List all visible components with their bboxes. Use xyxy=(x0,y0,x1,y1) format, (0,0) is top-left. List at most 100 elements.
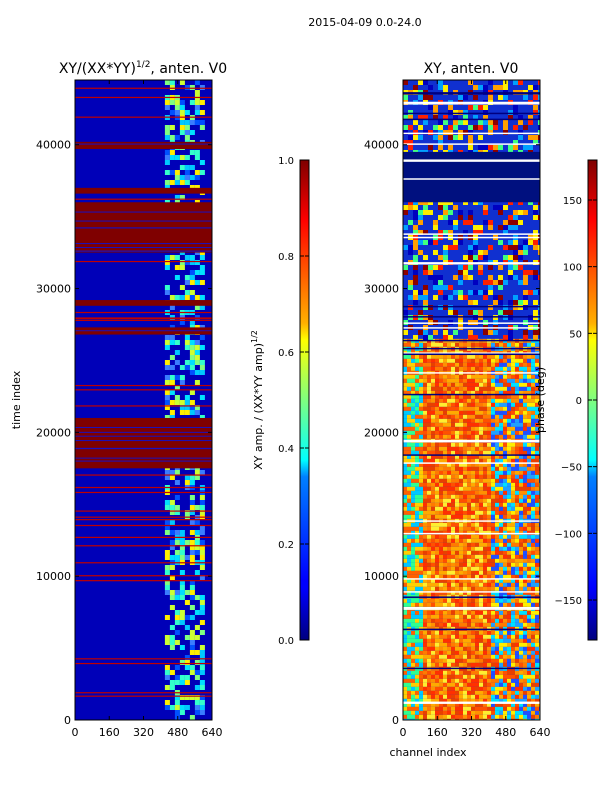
phase-cell xyxy=(453,225,458,230)
phase-cell xyxy=(531,550,535,555)
phase-cell xyxy=(495,474,499,479)
phase-cell xyxy=(523,95,528,100)
phase-cell xyxy=(439,714,443,719)
phase-cell xyxy=(455,670,459,675)
phase-cell xyxy=(455,682,459,687)
phase-cell xyxy=(471,550,475,555)
amp-cell xyxy=(169,530,175,535)
phase-cell xyxy=(531,610,535,615)
amp-cell xyxy=(199,545,205,550)
phase-cell xyxy=(443,698,447,703)
phase-cell xyxy=(403,554,407,559)
phase-cell xyxy=(407,642,411,647)
phase-cell xyxy=(423,210,428,215)
phase-cell xyxy=(415,578,419,583)
phase-cell xyxy=(531,506,535,511)
phase-cell xyxy=(475,410,479,415)
phase-cell xyxy=(455,582,459,587)
phase-cell xyxy=(498,300,503,305)
phase-cell xyxy=(487,682,491,687)
amp-cell xyxy=(199,655,205,660)
amp-saturated-band xyxy=(75,300,212,306)
phase-cell xyxy=(423,658,427,663)
amp-band-gap xyxy=(75,211,212,213)
phase-cell xyxy=(438,205,443,210)
phase-cell xyxy=(523,694,527,699)
amp-cell xyxy=(189,640,195,645)
phase-cell xyxy=(495,486,499,491)
phase-cell xyxy=(413,280,418,285)
phase-cell xyxy=(507,598,511,603)
phase-cell xyxy=(427,554,431,559)
amp-cell xyxy=(189,340,195,345)
phase-cell xyxy=(491,402,495,407)
phase-cell xyxy=(447,618,451,623)
phase-cell xyxy=(503,570,507,575)
phase-cell xyxy=(451,382,455,387)
phase-cell xyxy=(468,265,473,270)
phase-cell xyxy=(407,534,411,539)
phase-cell xyxy=(523,558,527,563)
phase-cell xyxy=(427,478,431,483)
phase-cell xyxy=(519,658,523,663)
phase-cell xyxy=(423,240,428,245)
phase-cell xyxy=(459,622,463,627)
phase-cell xyxy=(523,586,527,591)
phase-cell xyxy=(433,115,438,120)
amp-cell xyxy=(184,615,190,620)
phase-cell xyxy=(459,542,463,547)
phase-cell xyxy=(479,498,483,503)
phase-cell xyxy=(411,570,415,575)
phase-cell xyxy=(478,145,483,150)
phase-cell xyxy=(427,710,431,715)
phase-cell xyxy=(479,446,483,451)
phase-cell xyxy=(415,422,419,427)
phase-cell xyxy=(467,642,471,647)
phase-cell xyxy=(419,474,423,479)
phase-cell xyxy=(507,630,511,635)
phase-cell xyxy=(423,342,427,347)
phase-cell xyxy=(487,482,491,487)
phase-cell xyxy=(431,686,435,691)
phase-cell xyxy=(507,526,511,531)
phase-cell xyxy=(459,494,463,499)
phase-cell xyxy=(491,446,495,451)
amp-cell xyxy=(174,400,180,405)
phase-cell xyxy=(411,362,415,367)
phase-cell xyxy=(419,386,423,391)
phase-cell xyxy=(483,220,488,225)
phase-cell xyxy=(463,458,467,463)
phase-cell xyxy=(508,220,513,225)
phase-cell xyxy=(511,522,515,527)
phase-cell xyxy=(487,590,491,595)
phase-cell xyxy=(443,638,447,643)
phase-cell xyxy=(463,542,467,547)
phase-cell xyxy=(418,330,423,335)
phase-cell xyxy=(479,354,483,359)
phase-cell xyxy=(443,582,447,587)
phase-cell xyxy=(435,494,439,499)
phase-cell xyxy=(527,418,531,423)
phase-cell xyxy=(431,554,435,559)
phase-cell xyxy=(515,382,519,387)
phase-cell xyxy=(515,710,519,715)
phase-cell xyxy=(483,618,487,623)
phase-cell xyxy=(419,546,423,551)
phase-cell xyxy=(431,418,435,423)
phase-cell xyxy=(411,694,415,699)
phase-cell xyxy=(475,462,479,467)
amp-cell xyxy=(179,105,185,110)
phase-cell xyxy=(423,522,427,527)
phase-cell xyxy=(447,406,451,411)
phase-cell xyxy=(427,658,431,663)
phase-cell xyxy=(467,554,471,559)
phase-cell xyxy=(433,135,438,140)
amp-cell xyxy=(164,590,170,595)
phase-cell xyxy=(463,586,467,591)
amp-cell xyxy=(169,685,175,690)
phase-cell xyxy=(507,514,511,519)
phase-cell xyxy=(515,374,519,379)
phase-cell xyxy=(491,474,495,479)
phase-cell xyxy=(479,570,483,575)
amp-cell xyxy=(169,125,175,130)
